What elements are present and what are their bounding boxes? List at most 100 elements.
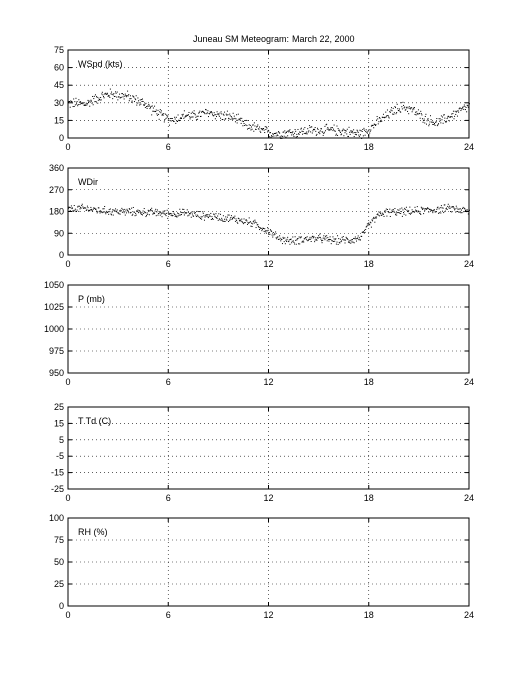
data-point xyxy=(218,114,220,116)
plot-frame xyxy=(67,517,470,607)
data-point xyxy=(433,209,435,211)
panel-p: 950 975 1000 1025 1050 0 6 12 18 24 P (mb) xyxy=(44,280,474,387)
data-point xyxy=(251,128,253,130)
data-point xyxy=(136,210,138,212)
data-point xyxy=(135,214,137,216)
data-point xyxy=(288,131,290,133)
data-point xyxy=(247,222,249,224)
data-point xyxy=(205,214,207,216)
data-point xyxy=(285,239,287,241)
data-point xyxy=(314,239,316,241)
data-point xyxy=(423,119,425,121)
data-point xyxy=(166,116,168,118)
data-point xyxy=(251,226,253,228)
data-point xyxy=(256,126,258,128)
data-point xyxy=(216,111,218,113)
data-point xyxy=(469,103,470,105)
data-point xyxy=(186,212,188,214)
data-point xyxy=(177,114,179,116)
data-point xyxy=(120,210,122,212)
data-point xyxy=(154,213,156,215)
data-point xyxy=(146,107,148,109)
data-point xyxy=(323,132,325,134)
data-point xyxy=(159,111,161,113)
data-point xyxy=(319,236,321,238)
data-point xyxy=(456,207,458,209)
data-point xyxy=(213,213,215,215)
data-point xyxy=(265,230,267,232)
data-point xyxy=(239,219,241,221)
data-point xyxy=(236,114,238,116)
data-point xyxy=(265,128,267,130)
data-point xyxy=(464,208,466,210)
data-point xyxy=(403,213,405,215)
data-point xyxy=(410,107,412,109)
data-point xyxy=(342,129,344,131)
data-point xyxy=(115,92,117,94)
data-point xyxy=(169,120,171,122)
data-point xyxy=(107,95,109,97)
data-point xyxy=(331,240,333,242)
data-point xyxy=(304,237,306,239)
data-point xyxy=(434,123,436,125)
data-point xyxy=(89,101,91,103)
data-point xyxy=(199,211,201,213)
data-point xyxy=(357,237,359,239)
y-tick-label: 975 xyxy=(49,346,64,356)
data-point xyxy=(136,102,138,104)
data-point xyxy=(351,241,353,243)
data-point xyxy=(304,127,306,129)
data-point xyxy=(171,213,173,215)
data-point xyxy=(306,133,308,135)
data-point xyxy=(246,223,248,225)
data-point xyxy=(442,207,444,209)
data-point xyxy=(73,98,75,100)
data-point xyxy=(70,205,72,207)
data-point xyxy=(190,112,192,114)
data-point xyxy=(405,107,407,109)
data-point xyxy=(73,210,75,212)
data-point xyxy=(327,239,329,241)
data-point xyxy=(252,221,254,223)
data-point xyxy=(373,123,375,125)
data-point xyxy=(287,135,289,137)
data-point xyxy=(305,237,307,239)
data-point xyxy=(302,241,304,243)
data-point xyxy=(370,226,372,228)
data-point xyxy=(146,106,148,108)
data-point xyxy=(421,114,423,116)
data-point xyxy=(449,207,451,209)
data-point xyxy=(105,213,107,215)
data-point xyxy=(162,212,164,214)
data-point xyxy=(382,213,384,215)
data-point xyxy=(218,213,220,215)
data-point xyxy=(175,116,177,118)
data-point xyxy=(318,235,320,237)
data-point xyxy=(292,131,294,133)
data-point xyxy=(436,207,438,209)
series-points-wspd xyxy=(68,88,470,139)
data-point xyxy=(149,210,151,212)
data-point xyxy=(200,115,202,117)
data-point xyxy=(85,104,87,106)
data-point xyxy=(306,239,308,241)
data-point xyxy=(140,213,142,215)
data-point xyxy=(260,227,262,229)
data-point xyxy=(82,102,84,104)
data-point xyxy=(329,236,331,238)
data-point xyxy=(460,108,462,110)
data-point xyxy=(189,118,191,120)
data-point xyxy=(116,96,118,98)
data-point xyxy=(90,208,92,210)
data-point xyxy=(181,117,183,119)
data-point xyxy=(255,221,257,223)
y-tick-label: 15 xyxy=(54,418,64,428)
data-point xyxy=(166,114,168,116)
data-point xyxy=(390,107,392,109)
data-point xyxy=(401,207,403,209)
data-point xyxy=(363,232,365,234)
data-point xyxy=(390,109,392,111)
data-point xyxy=(271,135,273,137)
data-point xyxy=(467,213,469,215)
data-point xyxy=(333,238,335,240)
